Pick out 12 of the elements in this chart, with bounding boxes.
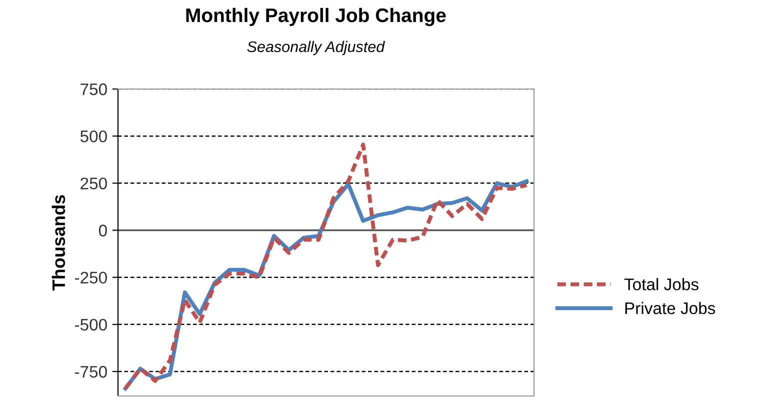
y-tick-label: 250: [80, 178, 107, 190]
legend-label: Total Jobs: [624, 278, 698, 290]
chart-title: Monthly Payroll Job Change: [186, 8, 446, 26]
chart-subtitle: Seasonally Adjusted: [247, 40, 386, 56]
y-tick-label: 500: [80, 130, 107, 142]
y-tick-label: -250: [74, 272, 107, 284]
legend-label: Private Jobs: [625, 302, 716, 314]
y-tick-label: 750: [80, 83, 107, 96]
y-tick-label: -500: [74, 318, 107, 331]
y-tick-label: -750: [74, 366, 107, 378]
y-tick-label: 0: [98, 224, 107, 236]
y-axis-title: Thousands: [52, 195, 66, 290]
